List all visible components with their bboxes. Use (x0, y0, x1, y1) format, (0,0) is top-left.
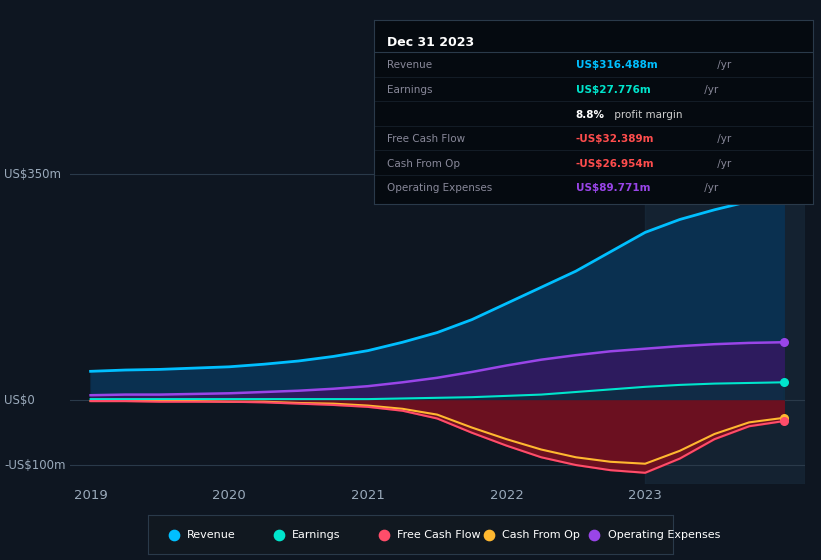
Point (777, 413, 791, 422)
Text: -US$26.954m: -US$26.954m (576, 159, 654, 169)
Text: Cash From Op: Cash From Op (502, 530, 580, 540)
Text: /yr: /yr (701, 85, 718, 95)
Text: Free Cash Flow: Free Cash Flow (397, 530, 481, 540)
Text: Revenue: Revenue (387, 60, 432, 71)
Point (777, 417, 791, 426)
Text: US$27.776m: US$27.776m (576, 85, 650, 95)
Text: Operating Expenses: Operating Expenses (608, 530, 720, 540)
Point (167, 530, 181, 539)
Point (777, 378, 791, 387)
Point (777, 338, 791, 347)
Text: US$316.488m: US$316.488m (576, 60, 658, 71)
Text: /yr: /yr (701, 184, 718, 193)
Point (777, 192, 791, 200)
Point (588, 530, 601, 539)
Text: -US$100m: -US$100m (4, 459, 66, 472)
Text: Earnings: Earnings (387, 85, 432, 95)
Text: Earnings: Earnings (292, 530, 341, 540)
Text: profit margin: profit margin (611, 110, 682, 120)
Text: US$350m: US$350m (4, 168, 61, 181)
Text: 8.8%: 8.8% (576, 110, 604, 120)
Bar (645, 148, 805, 484)
Text: Revenue: Revenue (187, 530, 236, 540)
Text: /yr: /yr (713, 60, 731, 71)
Point (483, 530, 496, 539)
Text: US$0: US$0 (4, 394, 34, 407)
Text: -US$32.389m: -US$32.389m (576, 134, 654, 144)
Point (273, 530, 286, 539)
Text: Dec 31 2023: Dec 31 2023 (387, 36, 474, 49)
Text: Free Cash Flow: Free Cash Flow (387, 134, 465, 144)
Text: /yr: /yr (713, 159, 731, 169)
Text: Operating Expenses: Operating Expenses (387, 184, 492, 193)
Text: /yr: /yr (713, 134, 731, 144)
Point (378, 530, 391, 539)
Text: US$89.771m: US$89.771m (576, 184, 650, 193)
Text: Cash From Op: Cash From Op (387, 159, 460, 169)
